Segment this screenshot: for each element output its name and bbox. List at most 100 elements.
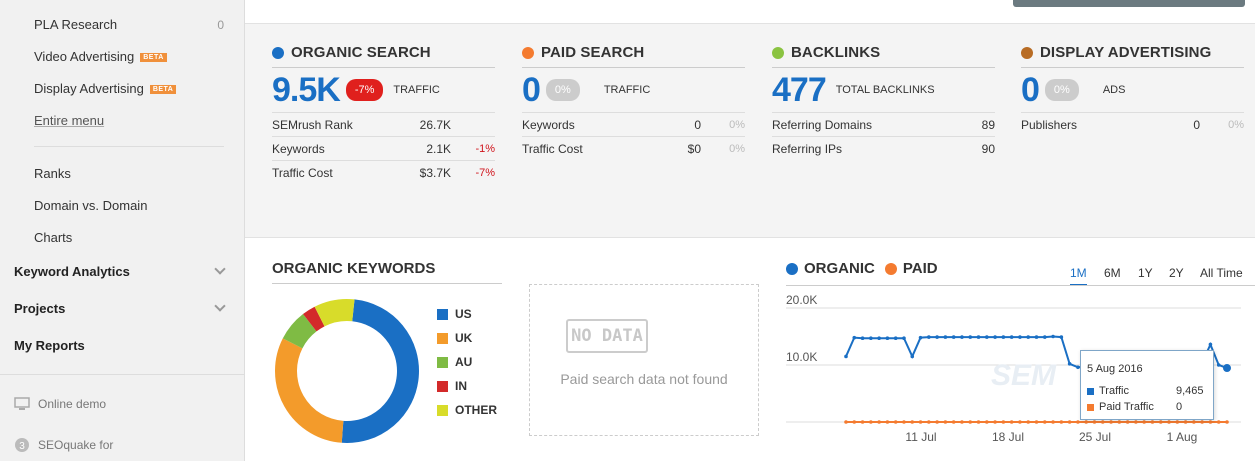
data-point-paid[interactable] <box>1158 420 1163 424</box>
data-point-paid[interactable] <box>1076 420 1080 424</box>
data-point-organic[interactable] <box>935 335 939 339</box>
paid-traffic-value[interactable]: 0 <box>522 70 541 109</box>
data-point-paid[interactable] <box>1167 420 1171 424</box>
sidebar-item-video-advertising[interactable]: Video Advertising BETA <box>34 49 167 64</box>
sidebar-section-keyword-analytics[interactable]: Keyword Analytics <box>14 264 130 279</box>
data-point-organic[interactable] <box>1018 335 1022 339</box>
paid-series-label[interactable]: PAID <box>902 260 938 277</box>
metric-value[interactable]: $0 <box>687 141 701 156</box>
data-point-organic[interactable] <box>885 336 890 341</box>
data-point-organic[interactable] <box>943 335 948 339</box>
sidebar-item-display-advertising[interactable]: Display Advertising BETA <box>34 81 177 96</box>
donut-slice-in[interactable] <box>303 306 325 332</box>
data-point-organic[interactable] <box>1001 335 1006 339</box>
data-point-paid[interactable] <box>1059 420 1064 424</box>
data-point-paid[interactable] <box>960 420 964 424</box>
data-point-organic[interactable] <box>1208 342 1213 347</box>
metric-value[interactable]: 2.1K <box>426 141 451 156</box>
metric-value[interactable]: 90 <box>981 141 995 156</box>
data-point-organic[interactable] <box>1026 335 1031 339</box>
data-point-organic[interactable] <box>976 335 981 339</box>
data-point-organic[interactable] <box>902 336 906 341</box>
data-point-organic[interactable] <box>1216 363 1221 367</box>
data-point-paid[interactable] <box>993 420 997 424</box>
metric-value[interactable]: 26.7K <box>419 117 451 132</box>
data-point-paid[interactable] <box>1100 420 1105 424</box>
data-point-organic[interactable] <box>968 335 973 339</box>
data-point-organic[interactable] <box>869 336 873 341</box>
data-point-paid[interactable] <box>1067 420 1072 424</box>
data-point-paid[interactable] <box>1109 420 1113 424</box>
data-point-paid[interactable] <box>893 420 898 424</box>
data-point-paid[interactable] <box>1125 420 1130 424</box>
timeframe-6m[interactable]: 6M <box>1104 266 1121 280</box>
display-ads-value[interactable]: 0 <box>1021 70 1040 109</box>
data-point-paid[interactable] <box>910 420 915 424</box>
sidebar-item-charts[interactable]: Charts <box>34 230 73 245</box>
data-point-paid[interactable] <box>844 420 848 424</box>
data-point-paid[interactable] <box>1216 420 1221 424</box>
data-point-paid[interactable] <box>1042 420 1047 424</box>
sidebar-item-pla-research[interactable]: PLA Research <box>34 17 117 32</box>
legend-item-uk[interactable]: UK <box>437 326 497 350</box>
data-point-organic[interactable] <box>951 335 956 339</box>
data-point-paid[interactable] <box>1208 420 1213 424</box>
online-demo-link[interactable]: Online demo <box>14 397 106 411</box>
data-point-paid[interactable] <box>1200 420 1204 424</box>
timeframe-2y[interactable]: 2Y <box>1169 266 1184 280</box>
sidebar-item-domain-vs-domain[interactable]: Domain vs. Domain <box>34 198 148 213</box>
data-point-paid[interactable] <box>1018 420 1022 424</box>
chevron-down-icon[interactable] <box>214 300 226 312</box>
data-point-organic[interactable] <box>993 335 997 339</box>
data-point-organic[interactable] <box>893 336 898 341</box>
data-point-paid[interactable] <box>902 420 906 424</box>
data-point-paid[interactable] <box>1084 420 1088 424</box>
data-point-paid[interactable] <box>927 420 931 424</box>
data-point-organic[interactable] <box>1067 362 1072 366</box>
data-point-organic[interactable] <box>1076 365 1080 370</box>
data-point-organic[interactable] <box>1009 335 1014 339</box>
seoquake-link[interactable]: 3 SEOquake for <box>14 437 113 453</box>
donut-slice-au[interactable] <box>282 313 317 349</box>
data-point-organic[interactable] <box>1059 335 1064 339</box>
data-point-paid[interactable] <box>1001 420 1006 424</box>
entire-menu-link[interactable]: Entire menu <box>34 113 105 128</box>
metric-value[interactable]: $3.7K <box>419 165 451 180</box>
data-point-paid[interactable] <box>1183 420 1188 424</box>
legend-item-us[interactable]: US <box>437 302 497 326</box>
data-point-paid[interactable] <box>1092 420 1097 424</box>
data-point-paid[interactable] <box>1175 420 1180 424</box>
data-point-paid[interactable] <box>852 420 857 424</box>
data-point-organic[interactable] <box>844 354 848 359</box>
donut-slice-other[interactable] <box>314 299 355 327</box>
data-point-organic[interactable] <box>1051 334 1055 339</box>
donut-slice-us[interactable] <box>341 299 419 443</box>
data-point-organic[interactable] <box>927 335 931 339</box>
legend-item-au[interactable]: AU <box>437 350 497 374</box>
metric-value[interactable]: 0 <box>1193 117 1200 132</box>
metric-value[interactable]: 0 <box>694 117 701 132</box>
data-point-organic[interactable] <box>877 336 881 341</box>
data-point-paid[interactable] <box>885 420 890 424</box>
metric-value[interactable]: 89 <box>981 117 995 132</box>
data-point-paid[interactable] <box>968 420 973 424</box>
data-point-organic[interactable] <box>910 354 915 359</box>
data-point-organic[interactable] <box>852 335 857 340</box>
data-point-paid[interactable] <box>1034 420 1039 424</box>
data-point-paid[interactable] <box>1009 420 1014 424</box>
timeframe-all-time[interactable]: All Time <box>1200 266 1243 280</box>
data-point-paid[interactable] <box>976 420 981 424</box>
legend-item-in[interactable]: IN <box>437 374 497 398</box>
data-point-paid[interactable] <box>1134 420 1138 424</box>
data-point-paid[interactable] <box>1117 420 1122 424</box>
traffic-line-chart[interactable]: 20.0K 10.0K SEM 11 Jul 18 Jul 25 Jul 1 Aug <box>786 290 1255 461</box>
data-point-paid[interactable] <box>869 420 873 424</box>
data-point-organic[interactable] <box>860 336 865 341</box>
data-point-paid[interactable] <box>1150 420 1155 424</box>
data-point-paid[interactable] <box>860 420 865 424</box>
backlinks-value[interactable]: 477 <box>772 70 827 109</box>
data-point-paid[interactable] <box>951 420 956 424</box>
data-point-organic[interactable] <box>918 335 923 340</box>
data-point-paid[interactable] <box>918 420 923 424</box>
data-point-organic[interactable] <box>1223 364 1231 373</box>
